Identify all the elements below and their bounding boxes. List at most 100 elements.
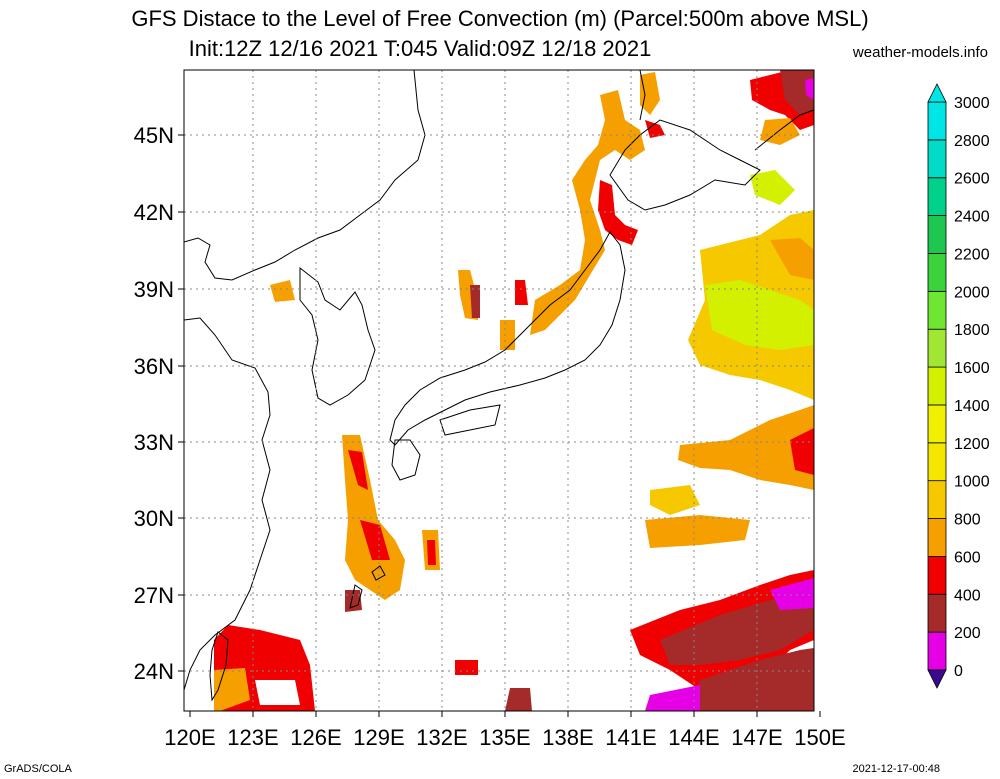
lon-tick-label: 144E [668, 725, 719, 750]
field-region [690, 648, 814, 711]
lon-tick-label: 120E [164, 725, 215, 750]
colorbar-segment [927, 518, 947, 557]
field-region [660, 590, 814, 665]
field-layer [214, 70, 814, 711]
field-region [598, 180, 638, 245]
site-label: weather-models.info [852, 44, 988, 61]
coastline-shikoku [439, 404, 501, 436]
field-region [515, 280, 528, 305]
colorbar-label: 1400 [954, 398, 990, 415]
field-region [805, 78, 814, 100]
field-region [790, 428, 814, 475]
colorbar-segment [927, 631, 947, 671]
colorbar-label: 800 [954, 512, 981, 529]
lon-tick-label: 147E [731, 725, 782, 750]
colorbar-label: 600 [954, 549, 981, 566]
colorbar-segment [927, 215, 947, 254]
coastline-hokkaido [609, 119, 761, 211]
colorbar-segment [927, 101, 947, 141]
lon-axis: 120E 123E 126E 129E 132E 135E 138E 141E 144E 147E… [164, 711, 846, 750]
field-region [427, 540, 436, 565]
lat-tick-label: 39N [134, 277, 174, 302]
colorbar-segment [927, 366, 947, 406]
lon-tick-label: 132E [416, 725, 467, 750]
colorbar-label: 2800 [954, 133, 990, 150]
colorbar-label: 1200 [954, 436, 990, 453]
lat-axis: 45N 42N 39N 36N 33N 30N 27N 24N [134, 123, 184, 684]
colorbar-segment [927, 253, 947, 292]
coastline-okinawa [349, 584, 363, 609]
colorbar-label: 0 [954, 663, 963, 680]
field-region [750, 170, 795, 205]
field-region [645, 120, 665, 138]
colorbar-label: 1600 [954, 360, 990, 377]
field-region [214, 668, 250, 711]
field-region [705, 280, 814, 350]
gridlines [184, 70, 814, 711]
field-region [645, 685, 700, 711]
colorbar-label: 200 [954, 625, 981, 642]
field-region [270, 280, 295, 302]
coastline-sakhalin [639, 70, 646, 121]
map-subtitle: Init:12Z 12/16 2021 T:045 Valid:09Z 12/1… [188, 36, 652, 61]
lat-tick-label: 33N [134, 430, 174, 455]
lon-tick-label: 135E [479, 725, 530, 750]
colorbar-label: 2600 [954, 171, 990, 188]
field-gap [255, 680, 300, 705]
field-region [470, 285, 480, 318]
lon-tick-label: 138E [542, 725, 593, 750]
lat-tick-label: 36N [134, 354, 174, 379]
coastline-china [184, 317, 271, 691]
credit-right: 2021-12-17-00:48 [852, 763, 940, 775]
field-region [770, 578, 814, 610]
colorbar-min-triangle [927, 669, 947, 689]
field-region [650, 485, 700, 515]
colorbar-max-triangle [927, 83, 947, 103]
coastline-taiwan [209, 631, 229, 702]
credit-left: GrADS/COLA [4, 763, 72, 775]
colorbar-label: 1800 [954, 322, 990, 339]
field-region [500, 320, 515, 350]
coastline-kyushu [391, 439, 421, 481]
colorbar-segment [927, 480, 947, 519]
field-region [345, 590, 362, 612]
colorbar-label: 2200 [954, 246, 990, 263]
lon-tick-label: 141E [605, 725, 656, 750]
lon-tick-label: 150E [794, 725, 845, 750]
coastline-kurils [754, 109, 814, 151]
lon-tick-label: 126E [290, 725, 341, 750]
field-region [505, 688, 532, 711]
colorbar-segment [927, 139, 947, 179]
plot-frame [183, 69, 815, 712]
colorbar-label: 1000 [954, 474, 990, 491]
colorbar: 0 200 400 600 800 1000 1200 1400 1600 1800 2000 220… [927, 83, 990, 689]
colorbar-segment [927, 177, 947, 217]
coastlines [184, 70, 814, 702]
field-region [645, 515, 750, 548]
colorbar-label: 2000 [954, 284, 990, 301]
lat-tick-label: 30N [134, 506, 174, 531]
colorbar-segment [927, 556, 947, 595]
colorbar-segment [927, 290, 947, 330]
lon-tick-label: 129E [353, 725, 404, 750]
colorbar-segment [927, 404, 947, 444]
colorbar-segment [927, 442, 947, 482]
field-region [770, 238, 814, 280]
coastline-mainland [184, 70, 426, 281]
field-region [455, 660, 478, 675]
lon-tick-label: 123E [227, 725, 278, 750]
map-title: GFS Distace to the Level of Free Convect… [131, 6, 869, 31]
lat-tick-label: 24N [134, 659, 174, 684]
field-region [360, 520, 390, 560]
colorbar-label: 2400 [954, 209, 990, 226]
coastline-korea [299, 266, 376, 406]
colorbar-label: 400 [954, 587, 981, 604]
lat-tick-label: 42N [134, 200, 174, 225]
lat-tick-label: 45N [134, 123, 174, 148]
field-region [678, 405, 814, 490]
colorbar-segment [927, 328, 947, 368]
colorbar-segment [927, 593, 947, 633]
field-region [640, 72, 660, 115]
coastline-island [371, 565, 386, 581]
